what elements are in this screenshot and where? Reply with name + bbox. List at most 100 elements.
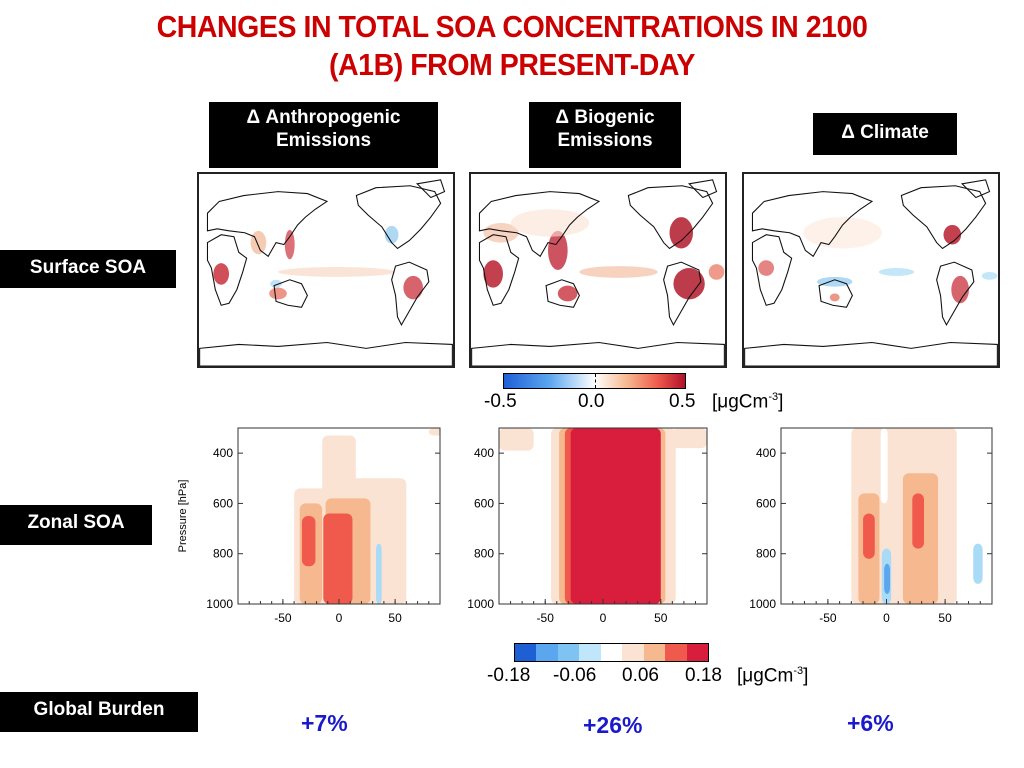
column-header-anthropogenic: Δ Anthropogenic Emissions bbox=[209, 102, 438, 168]
soa-anomaly-region bbox=[708, 264, 725, 280]
row-label-zonal: Zonal SOA bbox=[0, 505, 152, 545]
x-tick-label: -50 bbox=[274, 611, 292, 625]
y-tick-label: 600 bbox=[474, 496, 494, 510]
soa-anomaly-region bbox=[284, 229, 295, 260]
y-tick-label: 400 bbox=[213, 446, 233, 460]
soa-anomaly-region bbox=[483, 222, 519, 243]
soa-anomaly-region bbox=[270, 279, 282, 288]
zonal-colorbar-bin bbox=[686, 644, 708, 661]
coastline bbox=[960, 179, 991, 199]
coastline bbox=[900, 185, 987, 250]
coastline bbox=[936, 261, 975, 326]
y-tick-label: 800 bbox=[474, 547, 494, 561]
zonal-colorbar-tick-3: 0.06 bbox=[622, 665, 659, 686]
zonal-contours bbox=[499, 428, 707, 604]
y-tick-label: 800 bbox=[756, 547, 776, 561]
column-header-line1: Δ Anthropogenic bbox=[246, 107, 401, 128]
surface-map-biogenic bbox=[469, 172, 727, 368]
contour-region bbox=[301, 516, 316, 567]
x-tick-label: -50 bbox=[819, 611, 837, 625]
column-header-line1: Δ Climate bbox=[841, 122, 929, 143]
y-tick-label: 800 bbox=[213, 547, 233, 561]
contour-region bbox=[973, 543, 983, 584]
y-axis-label: Pressure [hPa] bbox=[177, 480, 189, 553]
soa-anomaly-region bbox=[878, 268, 915, 276]
surface-colorbar-tick-max: 0.5 bbox=[669, 391, 696, 412]
zonal-colorbar-tick-4: 0.18 bbox=[685, 665, 722, 686]
y-tick-label: 600 bbox=[756, 496, 776, 510]
unit-sup: -3 bbox=[793, 665, 804, 677]
row-label-surface: Surface SOA bbox=[0, 250, 176, 288]
soa-anomaly-region bbox=[817, 276, 853, 287]
unit-sup: -3 bbox=[768, 391, 779, 403]
zonal-plot-climate: 400 600 800 1000 -50 0 50 bbox=[749, 427, 993, 625]
soa-anomaly-region bbox=[673, 268, 705, 300]
coastline bbox=[663, 261, 702, 326]
soa-anomaly-region bbox=[269, 287, 287, 300]
soa-anomaly-region bbox=[829, 293, 840, 302]
contour-region bbox=[863, 513, 875, 559]
coastline bbox=[471, 341, 725, 366]
x-tick-label: 0 bbox=[883, 611, 890, 625]
soa-anomaly-region bbox=[758, 260, 775, 276]
contour-region bbox=[672, 428, 707, 449]
zonal-contours bbox=[851, 428, 983, 604]
column-header-climate: Δ Climate bbox=[813, 113, 957, 155]
coastline bbox=[415, 179, 446, 199]
coastline bbox=[478, 191, 601, 258]
soa-anomaly-region bbox=[403, 275, 423, 300]
unit-text: [μgCm bbox=[737, 665, 794, 687]
coastline bbox=[206, 191, 329, 258]
zonal-colorbar-tick-2: -0.06 bbox=[553, 665, 597, 686]
zonal-colorbar-bin bbox=[622, 644, 644, 661]
zonal-colorbar-bin bbox=[665, 644, 687, 661]
column-header-line2: Emissions bbox=[557, 130, 653, 151]
zonal-colorbar-bin bbox=[643, 644, 666, 661]
contour-region bbox=[323, 513, 353, 604]
coastline bbox=[273, 279, 308, 308]
surface-colorbar-zero-tick bbox=[595, 374, 596, 388]
contour-region bbox=[499, 428, 534, 451]
zonal-contours bbox=[294, 428, 440, 604]
y-tick-label: 600 bbox=[213, 496, 233, 510]
y-tick-label: 1000 bbox=[206, 597, 233, 611]
soa-anomaly-region bbox=[557, 285, 578, 302]
soa-anomaly-region bbox=[981, 271, 998, 280]
soa-anomaly-region bbox=[803, 217, 882, 249]
zonal-colorbar-bin bbox=[579, 644, 601, 661]
contour-region bbox=[884, 563, 891, 594]
contour-region bbox=[912, 493, 925, 549]
soa-anomaly-region bbox=[250, 230, 267, 255]
y-tick-label: 400 bbox=[756, 446, 776, 460]
surface-map-anthropogenic bbox=[197, 172, 455, 368]
coastline bbox=[751, 234, 793, 306]
zonal-colorbar-bin bbox=[557, 644, 580, 661]
unit-text: [μgCm bbox=[712, 391, 769, 413]
coastline bbox=[478, 234, 520, 306]
soa-anomaly-region bbox=[483, 260, 503, 288]
zonal-colorbar-bin bbox=[536, 644, 558, 661]
surface-colorbar bbox=[503, 373, 686, 389]
soa-anomaly-region bbox=[384, 225, 399, 244]
unit-close: ] bbox=[778, 391, 784, 413]
surface-colorbar-unit: [μgCm-3] bbox=[712, 391, 783, 413]
coastline bbox=[744, 341, 998, 366]
surface-map-climate-plot bbox=[744, 179, 998, 366]
global-burden-biogenic: +26% bbox=[583, 712, 643, 738]
coastline bbox=[751, 191, 874, 258]
page-title-line1: CHANGES IN TOTAL SOA CONCENTRATIONS IN 2… bbox=[156, 9, 868, 44]
surface-map-climate bbox=[742, 172, 1000, 368]
global-burden-climate: +6% bbox=[847, 710, 894, 736]
global-burden-anthropogenic: +7% bbox=[301, 710, 348, 736]
surface-map-anthropogenic-plot bbox=[199, 179, 453, 366]
surface-colorbar-tick-min: -0.5 bbox=[484, 391, 517, 412]
coastline bbox=[545, 279, 580, 308]
x-tick-label: 0 bbox=[600, 611, 607, 625]
coastline bbox=[206, 234, 248, 306]
x-tick-label: 50 bbox=[388, 611, 402, 625]
soa-anomaly-region bbox=[510, 209, 590, 237]
soa-anomaly-region bbox=[943, 224, 962, 245]
surface-colorbar-tick-mid: 0.0 bbox=[578, 391, 605, 412]
zonal-colorbar-bin bbox=[515, 644, 537, 661]
soa-anomaly-region bbox=[951, 275, 969, 304]
